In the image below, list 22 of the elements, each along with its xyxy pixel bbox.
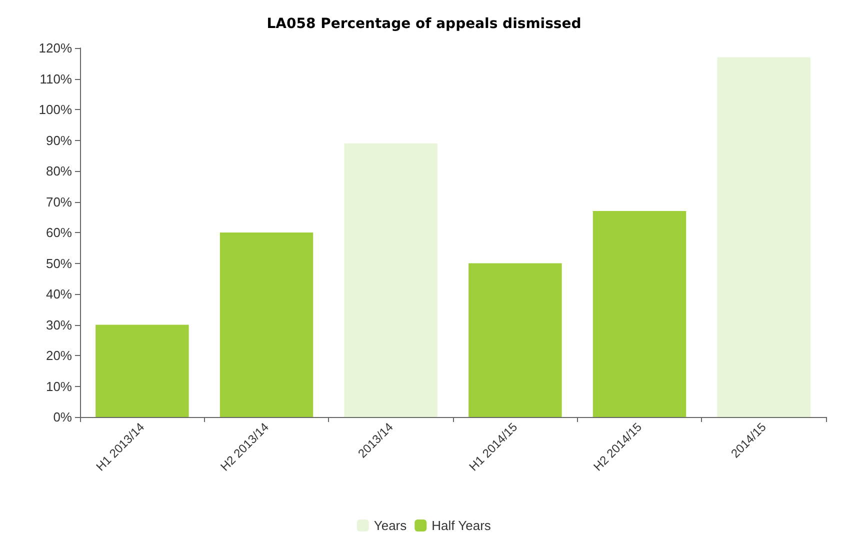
y-tick-label: 110% <box>40 71 72 86</box>
y-tick-label: 70% <box>46 194 72 210</box>
y-tick-label: 100% <box>38 102 72 117</box>
y-tick-label: 40% <box>46 286 72 302</box>
legend-label: Years <box>374 518 408 533</box>
legend-label: Half Years <box>432 518 492 533</box>
y-tick-label: 20% <box>46 348 72 363</box>
bar <box>344 143 438 417</box>
bar <box>468 263 562 417</box>
y-tick-label: 0% <box>53 410 72 424</box>
y-tick-label: 30% <box>46 317 72 332</box>
bar <box>717 57 810 417</box>
bar <box>220 232 314 417</box>
y-tick-label: 10% <box>46 378 72 394</box>
y-tick-label: 80% <box>46 164 72 178</box>
bar <box>96 324 189 417</box>
y-tick-label: 90% <box>46 132 72 148</box>
chart-title: LA058 Percentage of appeals dismissed <box>266 16 582 32</box>
bar <box>592 210 686 417</box>
y-tick-label: 120% <box>38 40 72 56</box>
y-tick-label: 60% <box>46 225 72 240</box>
y-tick-label: 50% <box>46 256 72 271</box>
